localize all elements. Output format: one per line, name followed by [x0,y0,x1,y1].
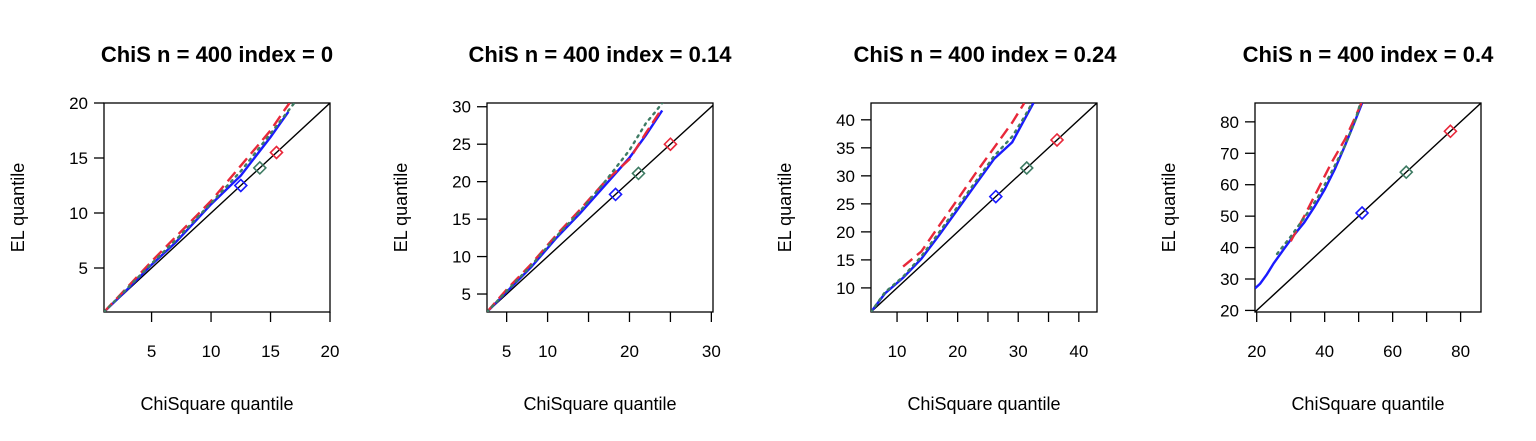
marker-red [1049,132,1065,148]
panel-3: ChiS n = 400 index = 0.24 10 20 30 40 10 15 20 2… [775,42,1117,414]
x-tick-label: 10 [538,342,557,361]
panel-title: ChiS n = 400 index = 0.14 [469,42,733,67]
y-tick-label: 40 [1220,239,1239,258]
reference-line [487,104,713,312]
x-tick-label: 20 [620,342,639,361]
panel-title: ChiS n = 400 index = 0 [101,42,333,67]
y-tick-label: 25 [836,195,855,214]
series-line-red [902,103,1026,268]
y-tick-label: 25 [452,135,471,154]
marker-green [1399,165,1414,180]
x-tick-label: 5 [147,342,156,361]
x-tick-label: 20 [1247,342,1266,361]
y-tick-label: 30 [1220,270,1239,289]
series-line-red [104,103,291,312]
series-line-red [1289,103,1363,242]
y-tick-label: 5 [79,259,88,278]
reference-line [1255,103,1481,312]
plot-frame [1254,102,1482,313]
series-line-green [104,103,296,312]
plot-frame [870,102,1098,313]
marker-red [1443,124,1458,139]
marker-blue [233,178,248,193]
series-line-blue [1255,103,1364,290]
y-tick-label: 10 [452,248,471,267]
y-tick-label: 20 [452,173,471,192]
panel-title: ChiS n = 400 index = 0.24 [854,42,1118,67]
y-tick-label: 30 [452,98,471,117]
x-tick-label: 20 [948,342,967,361]
x-tick-label: 10 [202,342,221,361]
y-tick-label: 30 [836,167,855,186]
y-axis-label: EL quantile [1159,163,1179,252]
y-tick-label: 60 [1220,176,1239,195]
panel-1: ChiS n = 400 index = 0 5 10 15 20 5 10 15 20 ChiS… [8,42,339,414]
x-tick-label: 15 [261,342,280,361]
panel-2: ChiS n = 400 index = 0.14 5 10 20 30 5 10 15 20 2… [391,42,732,414]
x-tick-label: 40 [1315,342,1334,361]
marker-blue [988,189,1003,204]
x-tick-label: 60 [1383,342,1402,361]
x-axis-label: ChiSquare quantile [523,394,676,414]
panel-title: ChiS n = 400 index = 0.4 [1243,42,1494,67]
x-tick-label: 30 [702,342,721,361]
y-axis-label: EL quantile [391,163,411,252]
series-line-green [487,103,664,312]
marker-red [663,137,678,152]
y-tick-label: 15 [452,210,471,229]
series-line-green [1275,103,1362,256]
x-tick-label: 40 [1069,342,1088,361]
reference-line [871,103,1097,312]
y-axis-label: EL quantile [775,163,795,252]
panel-4: ChiS n = 400 index = 0.4 20 40 60 80 20 30 40 50… [1159,42,1494,414]
y-tick-label: 20 [1220,301,1239,320]
plot-frame [103,102,331,313]
marker-blue [1354,205,1370,221]
y-tick-label: 15 [836,251,855,270]
reference-line [104,103,330,312]
marker-blue [608,187,623,202]
x-tick-label: 10 [888,342,907,361]
marker-green [1019,160,1034,176]
x-axis-label: ChiSquare quantile [140,394,293,414]
x-tick-label: 20 [321,342,340,361]
x-axis-label: ChiSquare quantile [1291,394,1444,414]
plot-frame [486,102,714,313]
series-line-blue [871,103,1035,312]
y-tick-label: 10 [836,279,855,298]
y-tick-label: 20 [836,223,855,242]
x-tick-label: 80 [1451,342,1470,361]
y-tick-label: 40 [836,111,855,130]
marker-green [252,160,267,176]
marker-green [631,166,646,181]
y-tick-label: 70 [1220,144,1239,163]
y-tick-label: 80 [1220,113,1239,132]
y-tick-label: 10 [69,204,88,223]
y-tick-label: 15 [69,149,88,168]
y-axis-label: EL quantile [8,163,28,252]
x-axis-label: ChiSquare quantile [907,394,1060,414]
y-tick-label: 35 [836,139,855,158]
y-tick-label: 50 [1220,207,1239,226]
series-line-blue [487,109,664,312]
y-tick-label: 20 [69,94,88,113]
y-tick-label: 5 [462,285,471,304]
series-line-green [871,103,1034,312]
x-tick-label: 5 [502,342,511,361]
marker-red [269,145,284,160]
x-tick-label: 30 [1009,342,1028,361]
series-line-red [487,107,664,312]
